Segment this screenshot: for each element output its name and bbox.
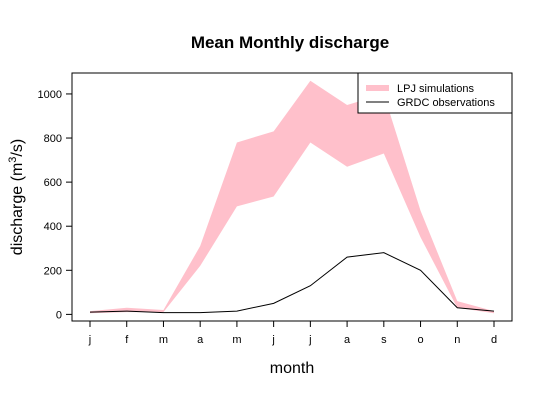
legend-box [357,72,513,114]
axes: j f m a m j j a s o n d 0 200 400 600 800 1000 [38,89,498,346]
x-tick-label-11: d [491,334,497,346]
y-tick-label-1: 200 [44,265,62,277]
y-axis-label-superscript: 3 [7,157,19,163]
y-axis-label-main: discharge (m [9,163,26,255]
legend-label-band: LPJ simulations [397,83,475,95]
plot-area [89,80,495,314]
x-tick-label-5: j [271,334,274,346]
y-tick-label-0: 0 [56,309,62,321]
plot-frame [71,72,513,322]
x-tick-label-1: f [125,334,129,346]
x-axis-label: month [270,360,314,377]
x-tick-label-6: j [308,334,311,346]
y-tick-label-3: 600 [44,177,62,189]
legend: LPJ simulations GRDC observations [357,72,513,114]
y-tick-label-2: 400 [44,221,62,233]
x-tick-label-8: s [381,334,387,346]
legend-label-line: GRDC observations [397,97,495,109]
x-tick-label-9: o [417,334,423,346]
y-tick-label-4: 800 [44,133,62,145]
x-tick-label-2: m [159,334,168,346]
chart-title: Mean Monthly discharge [191,33,389,52]
x-tick-label-0: j [88,334,91,346]
y-axis-label-tail: /s) [9,139,26,157]
series-line-0 [89,252,495,314]
x-tick-label-7: a [344,334,351,346]
x-tick-label-10: n [454,334,460,346]
x-tick-label-3: a [197,334,204,346]
band-lpj-simulations [90,80,494,314]
y-axis-label: discharge (m3/s) [7,139,26,255]
y-tick-label-5: 1000 [38,89,62,101]
x-tick-label-4: m [232,334,241,346]
